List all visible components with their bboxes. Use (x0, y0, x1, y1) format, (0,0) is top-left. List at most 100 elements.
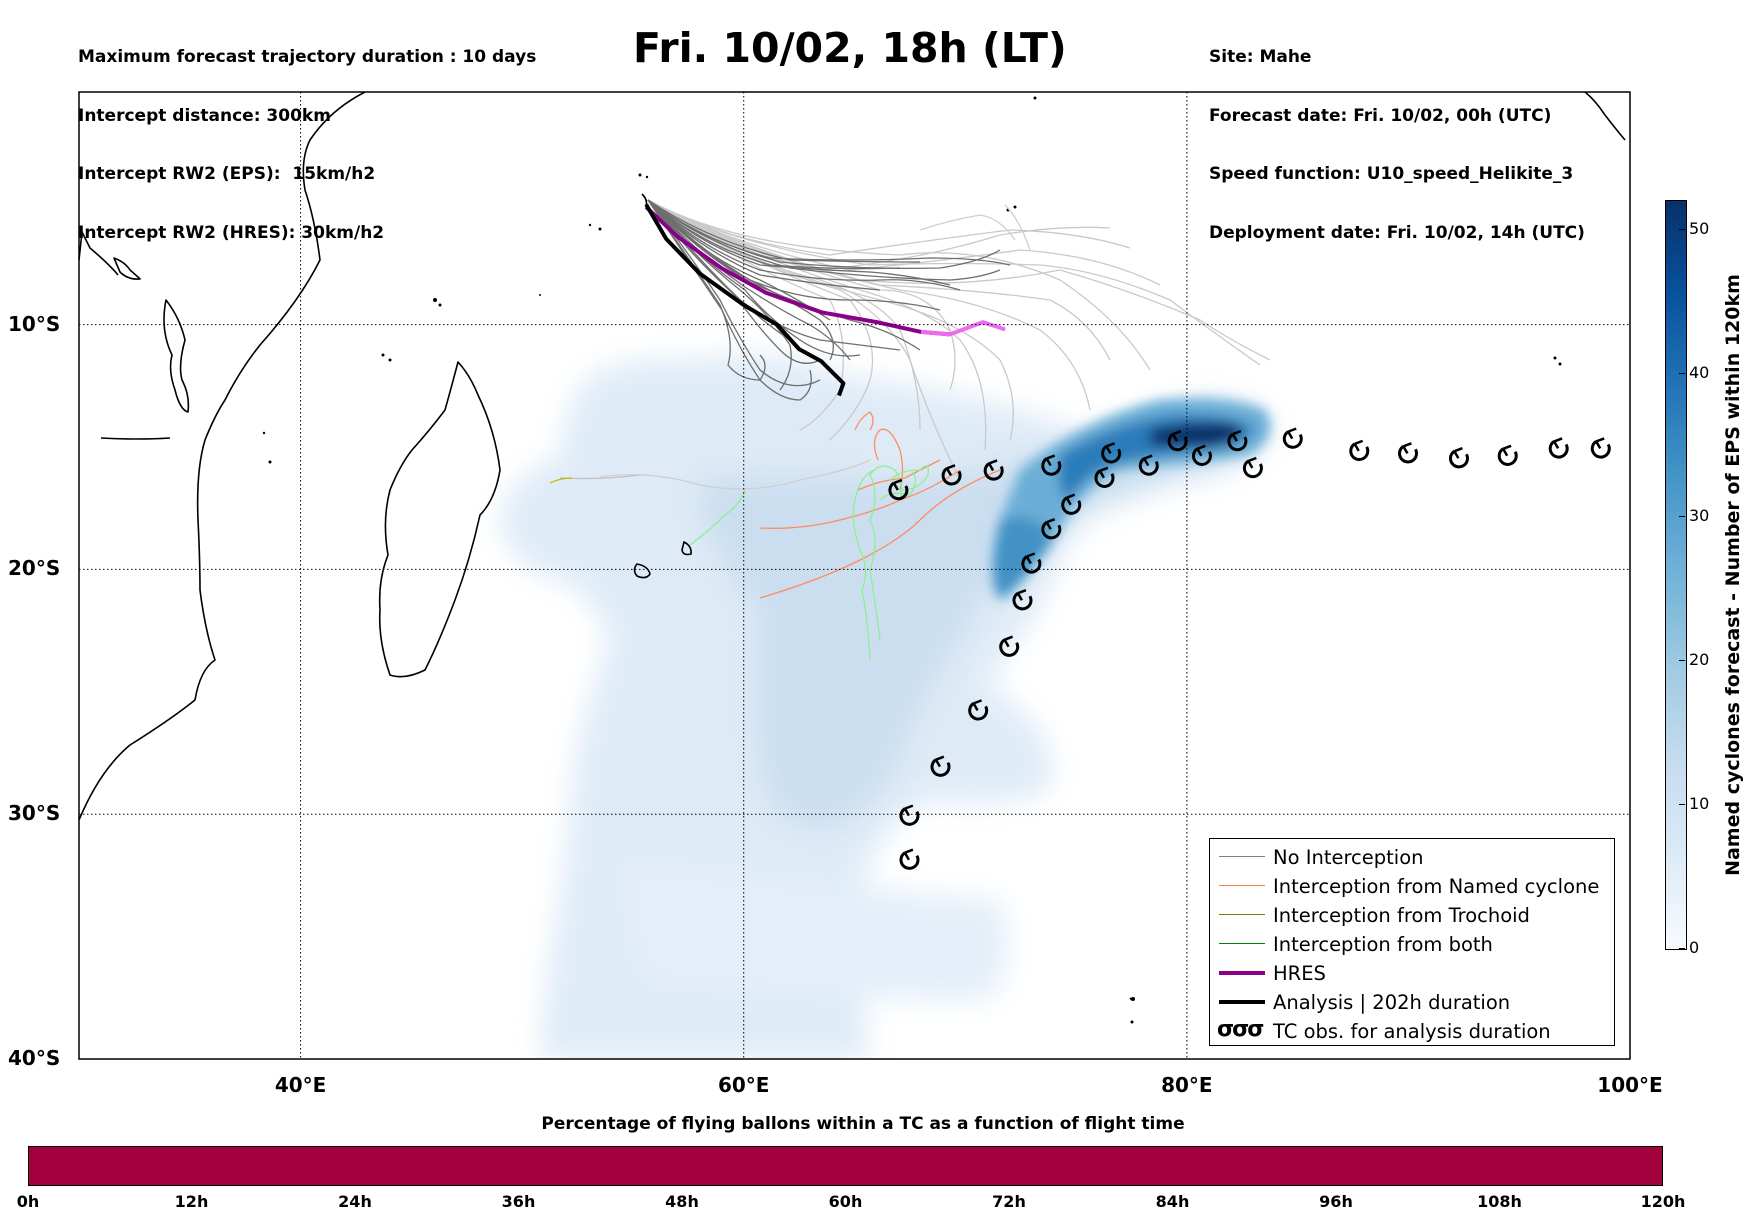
legend-item: Interception from Trochoid (1210, 901, 1614, 930)
trochoid-interceptions (549, 477, 573, 484)
coastlines (79, 92, 1626, 1001)
info-line: Deployment date: Fri. 10/02, 14h (UTC) (1209, 222, 1585, 243)
island-outline (113, 257, 141, 280)
africa-east-coast (79, 231, 119, 276)
tc-observation-marker (1101, 442, 1122, 464)
near-source-trajectories (647, 199, 1011, 401)
australia-coast (1584, 92, 1626, 141)
tc-observation-marker (1227, 429, 1248, 452)
legend-label: HRES (1273, 962, 1326, 985)
legend-swatch (1219, 914, 1265, 916)
mascarene-island-outline (633, 563, 651, 579)
colorbar-tick-label: 30 (1689, 506, 1710, 526)
legend-label: No Interception (1273, 846, 1424, 869)
colorbar-tick-mark (1679, 516, 1685, 518)
flight-time-tick: 108h (1477, 1192, 1522, 1211)
colorbar-tick-label: 0 (1689, 938, 1700, 957)
map-frame (78, 91, 1631, 1060)
named-cyclone-interceptions (759, 411, 1001, 599)
legend-swatch (1219, 885, 1265, 887)
site-parameters: Site: Mahe Forecast date: Fri. 10/02, 00… (1209, 9, 1585, 263)
legend-item: No Interception (1210, 843, 1614, 872)
legend-label: Interception from Named cyclone (1273, 875, 1600, 898)
tc-observation-marker (1061, 493, 1082, 515)
analysis-trajectory (644, 203, 846, 397)
info-line: Intercept distance: 300km (78, 105, 331, 126)
flight-time-tick: 84h (1155, 1192, 1190, 1211)
colorbar-title: Named cyclones forecast - Number of EPS … (1722, 274, 1744, 876)
flight-time-tick: 12h (174, 1192, 209, 1211)
tc-observation-marker (968, 699, 989, 721)
legend-item: σσσ TC obs. for analysis duration (1210, 1017, 1614, 1046)
map-legend: No Interception Interception from Named … (1209, 838, 1615, 1046)
tc-observation-marker (1398, 442, 1419, 464)
legend-swatch (1219, 856, 1265, 858)
tc-observation-marker (941, 464, 962, 486)
hres-trajectory (644, 205, 950, 337)
tc-observation-marker (1548, 437, 1569, 459)
legend-swatch (1219, 971, 1265, 975)
tc-observation-marker (1167, 429, 1188, 452)
both-interceptions (689, 465, 929, 661)
legend-item: Analysis | 202h duration (1210, 988, 1614, 1017)
tc-observation-marker (1021, 552, 1042, 574)
tc-observation-marker (888, 478, 909, 501)
tc-observation-marker (1012, 589, 1033, 611)
lon-label: 60°E (717, 1073, 770, 1097)
lat-label: 30°S (8, 801, 61, 826)
tc-observation-marker (1497, 444, 1518, 466)
legend-item: Interception from both (1210, 930, 1614, 959)
lon-label: 100°E (1597, 1073, 1663, 1097)
legend-label: Interception from both (1273, 933, 1493, 956)
tc-observation-marker (1138, 454, 1159, 476)
tc-observation-marker (1590, 437, 1611, 459)
mauritius-outline (681, 541, 692, 556)
africa-coastline (79, 92, 366, 821)
legend-item: HRES (1210, 959, 1614, 988)
lon-label: 80°E (1161, 1073, 1213, 1097)
colorbar-tick-label: 20 (1689, 650, 1710, 670)
cyclone-count-colorbar (1665, 200, 1687, 950)
flight-time-colorbar-title: Percentage of flying ballons within a TC… (541, 1114, 1185, 1134)
flight-time-tick: 48h (665, 1192, 699, 1211)
tc-observation-marker (1191, 444, 1212, 466)
colorbar-tick-mark (1679, 948, 1685, 949)
info-line: Forecast date: Fri. 10/02, 00h (UTC) (1209, 105, 1552, 126)
tc-observation-marker (1282, 427, 1303, 449)
run-parameters: Maximum forecast trajectory duration : 1… (78, 9, 536, 263)
flight-time-tick: 96h (1319, 1192, 1353, 1211)
cyclone-density-field (500, 355, 1270, 1059)
colorbar-tick-label: 40 (1689, 362, 1710, 382)
tc-observations (888, 427, 1611, 870)
graticule (79, 92, 1630, 1059)
tc-obs-legend-icon: σσσ (1217, 1017, 1264, 1042)
island-outline (100, 437, 171, 440)
legend-swatch (1219, 943, 1265, 945)
flight-time-tick: 72h (992, 1192, 1026, 1211)
tc-observation-marker (930, 755, 951, 777)
flight-time-tick: 120h (1640, 1192, 1686, 1211)
info-line: Intercept RW2 (EPS): 15km/h2 (78, 164, 376, 184)
flight-time-tick: 0h (16, 1192, 40, 1211)
info-line: Maximum forecast trajectory duration : 1… (78, 47, 537, 67)
map-title: Fri. 10/02, 18h (LT) (633, 24, 1067, 72)
tc-observation-marker (1041, 518, 1062, 540)
colorbar-tick-mark (1679, 804, 1685, 806)
tc-observation-marker (1041, 454, 1062, 476)
tc-observation-marker (983, 459, 1004, 481)
legend-label: Analysis | 202h duration (1273, 991, 1511, 1014)
colorbar-tick-label: 10 (1689, 794, 1710, 814)
tc-observation-marker (899, 848, 920, 870)
lat-label: 20°S (8, 556, 61, 581)
flight-time-tick: 36h (501, 1192, 536, 1211)
seychelles-outline (641, 193, 648, 207)
legend-label: Interception from Trochoid (1273, 904, 1530, 927)
legend-swatch (1219, 1000, 1265, 1004)
lon-label: 40°E (274, 1073, 327, 1097)
lake-outline (163, 299, 190, 413)
colorbar-tick-label: 50 (1689, 218, 1710, 238)
flight-time-colorbar (28, 1146, 1663, 1186)
info-line: Speed function: U10_speed_Helikite_3 (1209, 164, 1574, 184)
info-line: Intercept RW2 (HRES): 30km/h2 (78, 222, 385, 243)
